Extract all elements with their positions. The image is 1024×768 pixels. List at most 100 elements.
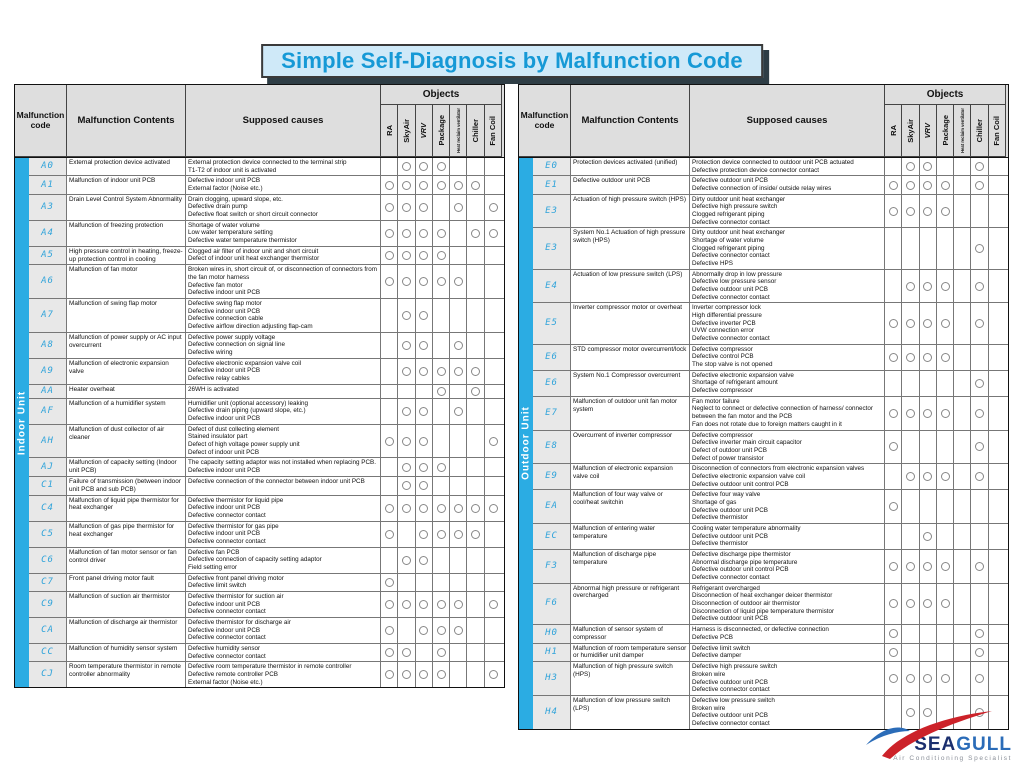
malfunction-code: H3: [533, 662, 571, 695]
applicable-mark-icon: [384, 503, 394, 513]
malfunction-code: E9: [533, 464, 571, 490]
supposed-causes: Inverter compressor lock High differenti…: [690, 303, 885, 344]
object-mark-cell-chiller: [467, 573, 485, 592]
object-mark-cell-fan-coil: [989, 345, 1006, 370]
applicable-mark-icon: [401, 462, 411, 472]
malfunction-contents: Malfunction of electronic expansion valv…: [571, 464, 690, 490]
malfunction-code: E8: [533, 430, 571, 464]
column-header-malfunction-contents: Malfunction Contents: [67, 85, 186, 157]
object-mark-cell-chiller: [971, 624, 989, 643]
table-row: A0 External protection device activated Ex…: [29, 158, 504, 177]
applicable-mark-icon: [419, 670, 429, 680]
object-mark-cell-fan-coil: [989, 270, 1006, 303]
object-mark-cell-package: [937, 662, 955, 695]
malfunction-code: E1: [533, 176, 571, 194]
object-mark-cell-package: [433, 424, 451, 458]
object-mark-cell-fan-coil: [989, 524, 1006, 549]
applicable-mark-icon: [419, 529, 429, 539]
supposed-causes: Defective discharge pipe thermistor Abno…: [690, 549, 885, 583]
object-mark-cell-vrv: [416, 220, 433, 246]
object-mark-cell-heat-reclaim-ventilator: [450, 573, 468, 592]
malfunction-contents: Malfunction of suction air thermistor: [67, 592, 186, 618]
object-mark-cell-heat-reclaim-ventilator: [450, 332, 468, 358]
malfunction-code: A4: [29, 220, 67, 246]
applicable-mark-icon: [888, 319, 898, 329]
object-mark-cell-heat-reclaim-ventilator: [450, 662, 468, 688]
object-mark-cell-chiller: [467, 384, 485, 398]
object-mark-cell-package: [937, 396, 955, 430]
object-mark-cell-heat-reclaim-ventilator: [954, 370, 972, 396]
table-row: AH Malfunction of dust collector of air c…: [29, 424, 504, 459]
applicable-mark-icon: [905, 162, 915, 172]
object-mark-cell-skyair: [902, 624, 920, 643]
supposed-causes: Defective connection of the connector be…: [186, 477, 381, 495]
table-row: A8 Malfunction of power supply or AC inpu…: [29, 332, 504, 359]
object-mark-cell-vrv: [920, 344, 937, 370]
object-mark-cell-package: [433, 332, 451, 358]
object-mark-cell-fan-coil: [485, 299, 502, 332]
object-column-label: Heat reclaim ventilator: [959, 108, 965, 153]
applicable-mark-icon: [923, 162, 933, 172]
object-mark-cell-ra: [885, 430, 903, 464]
applicable-mark-icon: [923, 206, 933, 216]
malfunction-contents: Failure of transmission (between indoor …: [67, 477, 186, 495]
object-mark-cell-fan-coil: [989, 464, 1006, 489]
applicable-mark-icon: [401, 202, 411, 212]
applicable-mark-icon: [975, 319, 985, 329]
applicable-mark-icon: [419, 626, 429, 636]
object-mark-cell-vrv: [416, 299, 433, 332]
object-mark-cell-chiller: [467, 477, 485, 495]
applicable-mark-icon: [436, 162, 446, 172]
malfunction-contents: Front panel driving motor fault: [67, 573, 186, 592]
object-mark-cell-heat-reclaim-ventilator: [450, 220, 468, 246]
object-mark-cell-fan-coil: [989, 397, 1006, 430]
supposed-causes: External protection device connected to …: [186, 158, 381, 176]
table-row: H4 Malfunction of low pressure switch (LP…: [533, 695, 1008, 729]
applicable-mark-icon: [453, 406, 463, 416]
table-row: H3 Malfunction of high pressure switch (H…: [533, 662, 1008, 696]
object-column-label: VRV: [923, 122, 933, 139]
supposed-causes: Defective outdoor unit PCB Defective con…: [690, 176, 885, 194]
malfunction-contents: Malfunction of fan motor sensor or fan c…: [67, 547, 186, 573]
malfunction-contents: Inverter compressor motor or overheat: [571, 303, 690, 344]
object-mark-cell-vrv: [920, 158, 937, 176]
applicable-mark-icon: [905, 674, 915, 684]
object-mark-cell-package: [433, 477, 451, 495]
object-mark-cell-ra: [885, 695, 903, 729]
applicable-mark-icon: [975, 162, 985, 172]
object-mark-cell-package: [433, 384, 451, 398]
applicable-mark-icon: [384, 600, 394, 610]
applicable-mark-icon: [436, 277, 446, 287]
malfunction-code: H4: [533, 695, 571, 729]
object-mark-cell-fan-coil: [485, 221, 502, 246]
applicable-mark-icon: [888, 647, 898, 657]
applicable-mark-icon: [488, 503, 498, 513]
malfunction-contents: System No.1 Compressor overcurrent: [571, 370, 690, 396]
applicable-mark-icon: [384, 577, 394, 587]
object-mark-cell-ra: [885, 490, 903, 523]
object-mark-cell-fan-coil: [485, 195, 502, 220]
table-row: A3 Drain Level Control System Abnormality…: [29, 194, 504, 221]
object-mark-cell-skyair: [398, 332, 416, 358]
object-mark-cell-skyair: [398, 220, 416, 246]
object-mark-cell-ra: [885, 583, 903, 624]
applicable-mark-icon: [401, 162, 411, 172]
object-mark-cell-chiller: [467, 265, 485, 299]
table-row: E1 Defective outdoor unit PCB Defective ou…: [533, 176, 1008, 195]
object-mark-cell-heat-reclaim-ventilator: [450, 398, 468, 424]
object-mark-cell-package: [937, 194, 955, 228]
object-mark-cell-ra: [381, 384, 399, 398]
object-mark-cell-ra: [885, 643, 903, 662]
object-mark-cell-ra: [381, 194, 399, 220]
column-header-vrv: VRV: [415, 105, 433, 157]
object-mark-cell-package: [937, 549, 955, 583]
object-mark-cell-heat-reclaim-ventilator: [954, 269, 972, 303]
applicable-mark-icon: [401, 277, 411, 287]
object-mark-cell-skyair: [902, 396, 920, 430]
applicable-mark-icon: [975, 442, 985, 452]
object-mark-cell-package: [937, 158, 955, 176]
applicable-mark-icon: [488, 600, 498, 610]
applicable-mark-icon: [975, 629, 985, 639]
object-mark-cell-vrv: [416, 194, 433, 220]
malfunction-contents: Malfunction of a humidifier system: [67, 398, 186, 424]
